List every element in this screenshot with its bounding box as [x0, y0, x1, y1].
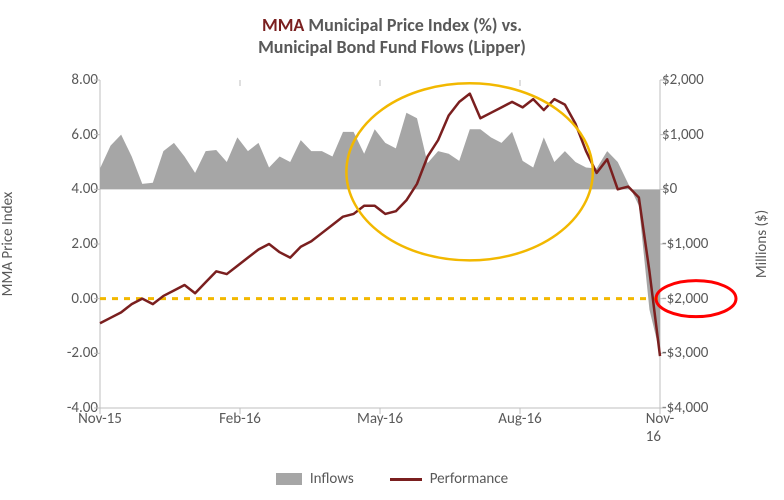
- legend: Inflows Performance: [0, 470, 784, 488]
- y-left-axis-label: MMA Price Index: [0, 192, 17, 297]
- legend-swatch-inflows: [276, 473, 302, 485]
- y-left-tick: -2.00: [54, 344, 98, 362]
- plot-area: [100, 80, 660, 408]
- y-left-tick: 4.00: [54, 180, 98, 198]
- chart-svg: [100, 80, 660, 408]
- chart-container: MMA Municipal Price Index (%) vs. Munici…: [0, 0, 784, 500]
- x-tick: May-16: [357, 410, 403, 428]
- title-line2: Municipal Bond Fund Flows (Lipper): [258, 36, 526, 58]
- y-right-tick: -$2,000: [662, 290, 726, 308]
- legend-label-inflows: Inflows: [310, 470, 354, 488]
- y-left-tick: 0.00: [54, 290, 98, 308]
- y-right-tick: -$1,000: [662, 235, 726, 253]
- y-right-tick: $2,000: [662, 71, 726, 89]
- series-performance: [100, 94, 660, 356]
- y-left-tick: 8.00: [54, 71, 98, 89]
- y-right-tick: $1,000: [662, 126, 726, 144]
- legend-swatch-performance: [390, 478, 422, 481]
- legend-label-performance: Performance: [430, 470, 508, 488]
- y-right-tick: -$3,000: [662, 344, 726, 362]
- y-left-tick: 6.00: [54, 126, 98, 144]
- x-tick: Aug-16: [498, 410, 541, 428]
- title-prefix: MMA: [262, 14, 304, 36]
- y-left-tick: 2.00: [54, 235, 98, 253]
- y-right-tick: $0: [662, 180, 726, 198]
- x-tick: Nov-15: [78, 410, 122, 428]
- y-right-axis: -$4,000-$3,000-$2,000-$1,000$0$1,000$2,0…: [662, 80, 726, 408]
- legend-item-inflows: Inflows: [276, 470, 354, 488]
- y-left-axis: -4.00-2.000.002.004.006.008.00: [54, 80, 98, 408]
- legend-item-performance: Performance: [390, 470, 508, 488]
- title-rest: Municipal Price Index (%) vs.: [304, 14, 522, 36]
- x-axis: Nov-15Feb-16May-16Aug-16Nov-16: [100, 410, 660, 430]
- x-tick: Feb-16: [219, 410, 261, 428]
- chart-title: MMA Municipal Price Index (%) vs. Munici…: [0, 14, 784, 58]
- x-tick: Nov-16: [646, 410, 675, 446]
- y-right-axis-label: Millions ($): [753, 210, 771, 278]
